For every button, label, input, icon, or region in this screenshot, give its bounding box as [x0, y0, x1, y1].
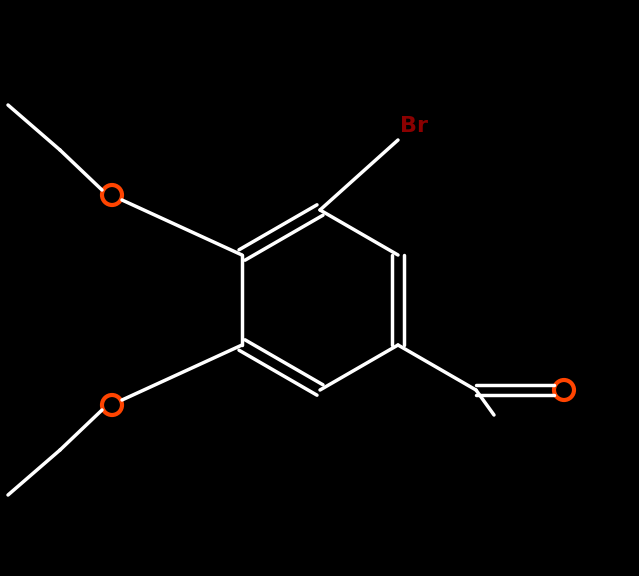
- Text: Br: Br: [400, 116, 428, 136]
